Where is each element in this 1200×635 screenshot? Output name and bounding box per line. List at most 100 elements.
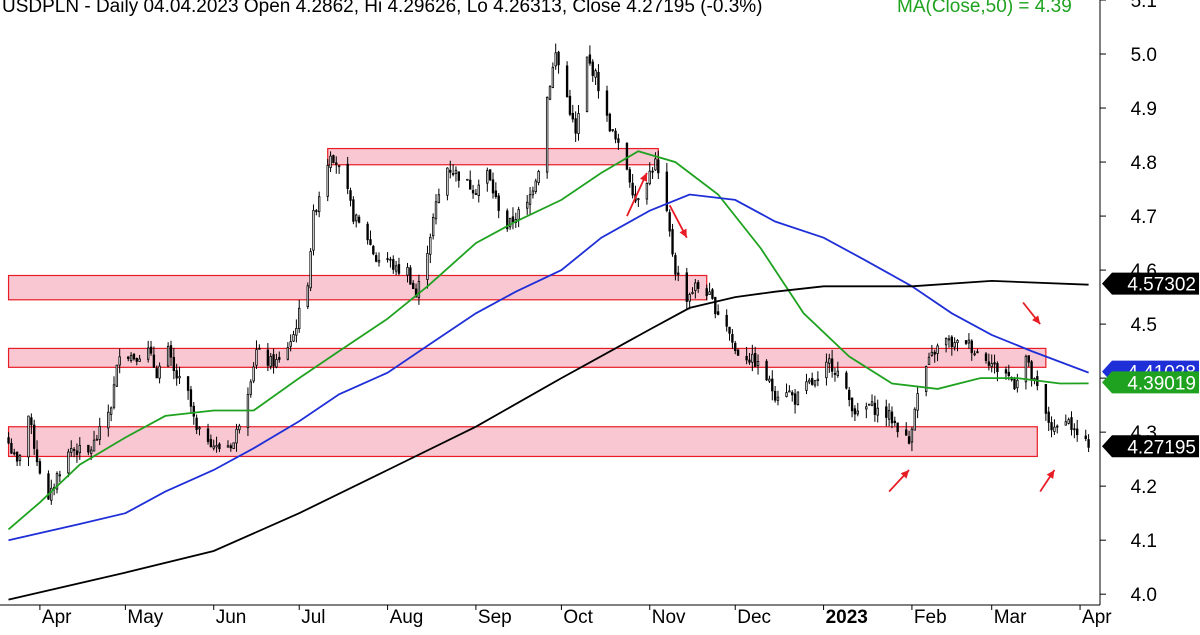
candle-body [138, 358, 141, 362]
candle-body [506, 210, 509, 230]
candle-body [637, 198, 640, 201]
candle-body [531, 190, 535, 196]
candle-80 [326, 159, 329, 202]
candle-body [107, 411, 110, 429]
candle-body [272, 354, 275, 367]
candle-49 [198, 426, 201, 436]
candle-191 [768, 375, 771, 384]
candle-body [15, 451, 19, 462]
candle-52 [212, 439, 215, 451]
candle-body [796, 391, 800, 405]
candle-body [896, 422, 899, 433]
candle-body [417, 281, 421, 298]
candle-body [705, 288, 708, 296]
candle-body [870, 401, 874, 406]
candle-body [557, 51, 560, 66]
candle-body [551, 66, 555, 88]
candle-44 [178, 366, 181, 385]
price-label-text: 4.39019 [1127, 373, 1196, 394]
candle-body [1050, 422, 1053, 431]
candle-24 [98, 417, 101, 446]
candle-241 [967, 333, 971, 349]
candle-body [745, 355, 748, 361]
candle-body [337, 165, 341, 168]
candle-body [87, 444, 90, 453]
candle-body [67, 451, 70, 474]
candle-246 [987, 353, 991, 371]
candle-15 [67, 448, 70, 478]
candle-body [856, 410, 859, 415]
candle-237 [950, 335, 953, 356]
candle-268 [1073, 423, 1076, 439]
candle-body [574, 118, 577, 134]
candle-body [617, 138, 620, 143]
candle-186 [748, 352, 751, 365]
candle-73 [295, 319, 298, 343]
candle-body [791, 392, 794, 396]
candle-195 [785, 383, 788, 398]
candle-160 [645, 182, 649, 205]
candle-body [169, 345, 173, 358]
candle-body [198, 427, 201, 430]
candle-body [694, 282, 697, 291]
candle-body [611, 129, 614, 131]
candle-117 [471, 184, 475, 199]
candle-body [614, 130, 617, 140]
candle-109 [437, 188, 441, 204]
candle-226 [907, 430, 911, 445]
candle-body [132, 353, 136, 360]
candle-45 [186, 375, 190, 400]
candle-body [756, 361, 760, 367]
candle-body [805, 381, 808, 391]
x-tick-label: Mar [994, 607, 1027, 628]
candle-body [374, 255, 378, 262]
candle-215 [865, 402, 868, 419]
candle-69 [278, 351, 281, 363]
candle-body [369, 239, 372, 245]
candle-194 [776, 390, 780, 406]
x-axis: Apr May Jun Jul Aug Sep Oct Nov Dec 2023 Feb Mar Apr [39, 605, 1112, 628]
candle-body [887, 410, 891, 420]
candle-body [209, 439, 213, 448]
candle-71 [289, 334, 292, 352]
candle-body [913, 408, 916, 431]
candle-body [235, 428, 238, 444]
candle-255 [1024, 354, 1028, 390]
candle-body [315, 210, 318, 212]
candle-body [434, 201, 438, 220]
candle-64 [258, 344, 261, 350]
candle-body [1084, 435, 1087, 439]
candle-body [1007, 371, 1010, 377]
candle-body [55, 473, 59, 490]
candle-101 [409, 265, 412, 285]
candle-218 [873, 395, 877, 422]
candle-body [927, 356, 931, 365]
x-tick-label: Dec [737, 607, 771, 628]
candle-body [189, 389, 193, 407]
candle-244 [976, 348, 979, 354]
candle-body [412, 282, 415, 290]
candle-262 [1050, 416, 1053, 438]
candle-106 [429, 233, 432, 264]
candle-131 [528, 187, 532, 214]
candle-body [95, 438, 99, 441]
candle-233 [933, 349, 936, 363]
candle-105 [426, 245, 429, 289]
x-tick-label: Sep [478, 607, 512, 628]
candle-body [426, 253, 429, 280]
candle-228 [913, 407, 916, 431]
candle-body [1004, 369, 1008, 374]
candle-154 [617, 133, 620, 150]
candle-62 [252, 362, 255, 384]
moving-averages-layer [7, 150, 1089, 601]
candle-body [352, 199, 355, 222]
candle-body [1047, 411, 1050, 423]
candle-81 [329, 151, 332, 173]
candle-body [155, 368, 158, 379]
candle-body [830, 358, 834, 372]
candle-body [451, 173, 455, 175]
candle-235 [944, 337, 948, 353]
candle-56 [229, 443, 233, 452]
candle-body [773, 390, 777, 401]
candle-body [828, 358, 831, 364]
